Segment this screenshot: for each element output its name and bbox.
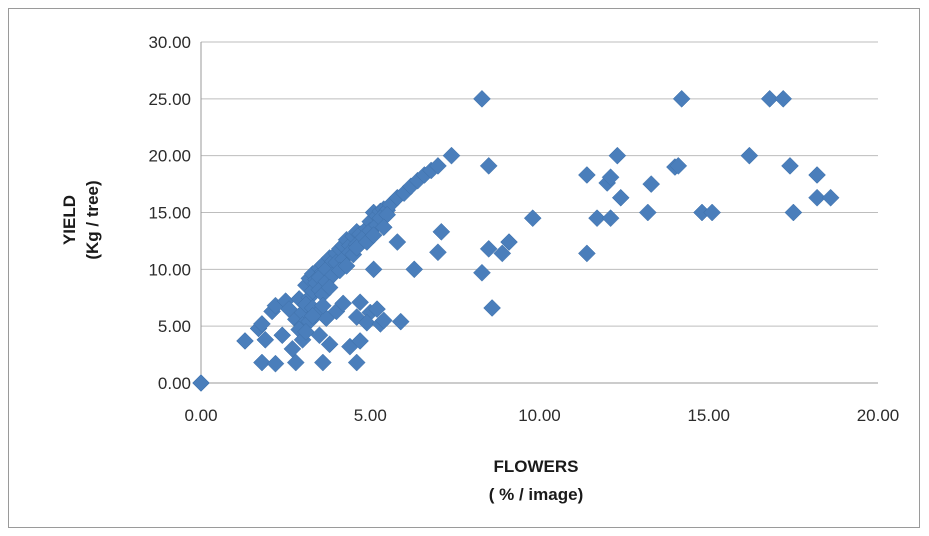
data-point [479,240,498,258]
data-point [740,146,759,165]
data-points [192,89,840,392]
y-tick-label: 15.00 [148,204,191,223]
data-point [611,188,630,207]
data-point [473,263,491,282]
data-point [337,257,356,275]
data-point [808,188,826,207]
data-point [608,146,627,165]
data-point [821,188,840,207]
data-point [578,166,596,184]
data-point [388,233,407,251]
data-point [266,354,285,373]
data-point [358,313,376,332]
data-point [669,157,688,175]
data-point [364,226,383,245]
data-point [314,353,332,372]
y-axis-title-line1: YIELD [60,195,79,245]
y-tick-label: 25.00 [148,90,191,109]
data-point [500,233,518,251]
data-point [286,353,305,372]
data-point [493,244,512,263]
x-tick-label: 15.00 [687,406,730,425]
data-point [405,260,424,279]
data-point [334,294,353,313]
data-point [374,311,393,330]
y-axis-title-line2: (Kg / tree) [83,180,102,259]
data-point [320,278,339,297]
data-point [273,326,292,345]
data-point [351,293,369,312]
y-tick-label: 20.00 [148,147,191,166]
y-axis-ticks: 0.00 5.00 10.00 15.00 20.00 25.00 30.00 [148,33,191,393]
data-point [781,157,799,175]
data-point [364,260,383,279]
data-point [784,203,803,222]
x-axis-title: FLOWERS ( % / image) [489,457,583,504]
data-point [391,312,410,331]
data-point [236,332,254,350]
data-point [320,335,339,354]
data-point [523,209,542,228]
x-axis-title-line1: FLOWERS [494,457,579,476]
y-tick-label: 0.00 [158,374,191,393]
x-tick-label: 10.00 [518,406,561,425]
data-point [703,203,721,222]
data-point [351,332,369,350]
data-point [429,157,447,175]
y-axis-title: YIELD (Kg / tree) [60,180,102,259]
y-tick-label: 30.00 [148,33,191,52]
y-tick-label: 5.00 [158,317,191,336]
chart-frame: 0.00 5.00 10.00 15.00 20.00 25.00 30.00 0.00 5.… [8,8,920,528]
data-point [310,326,329,345]
data-point [774,89,793,108]
data-point [192,374,210,392]
data-point [368,300,386,318]
x-tick-label: 5.00 [354,406,387,425]
x-axis-ticks: 0.00 5.00 10.00 15.00 20.00 [184,406,899,425]
data-point [442,146,461,165]
data-point [672,89,691,108]
data-point [578,244,596,263]
data-point [429,243,447,262]
data-point [256,330,275,349]
data-point [638,203,657,222]
scatter-chart: 0.00 5.00 10.00 15.00 20.00 25.00 30.00 0.00 5.… [60,33,899,504]
x-tick-label: 0.00 [184,406,217,425]
data-point [601,168,620,187]
data-point [374,218,393,237]
data-point [483,299,501,317]
data-point [297,322,315,341]
data-point [808,166,826,184]
data-point [253,315,271,333]
data-point [253,353,271,372]
x-tick-label: 20.00 [857,406,900,425]
data-point [588,209,606,228]
data-point [760,89,779,108]
data-point [314,296,332,315]
data-point [479,157,498,175]
data-point [601,209,620,228]
data-point [303,307,322,325]
x-axis-title-line2: ( % / image) [489,485,583,504]
data-point [432,222,451,241]
data-point [642,175,661,193]
y-tick-label: 10.00 [148,260,191,279]
data-point [347,353,366,372]
data-point [473,89,491,108]
